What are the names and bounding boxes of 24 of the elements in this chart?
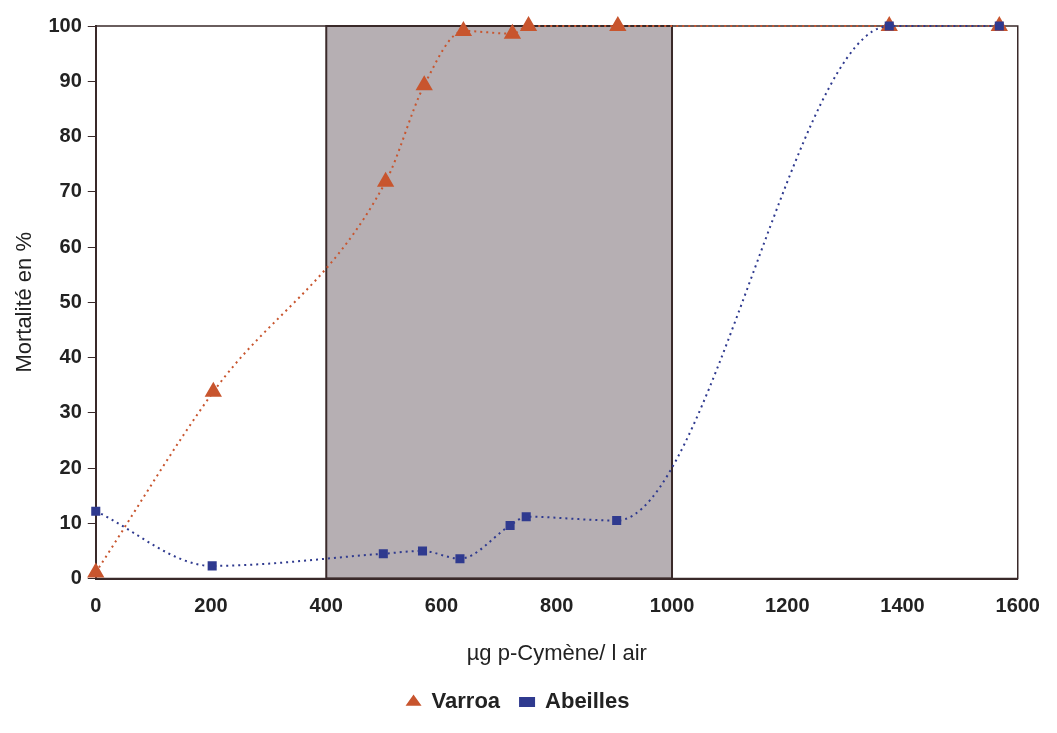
x-tick-label: 800	[540, 594, 574, 617]
y-tick-label: 30	[59, 400, 82, 423]
x-tick-label: 1000	[649, 594, 695, 617]
y-axis-title: Mortalité en %	[11, 231, 37, 373]
x-tick-label: 600	[424, 594, 459, 617]
y-tick-label: 60	[59, 234, 82, 257]
y-tick-label: 90	[59, 68, 82, 91]
y-tick-label: 0	[70, 566, 82, 589]
y-tick-label: 20	[59, 455, 82, 478]
x-tick-label: 1400	[880, 594, 925, 617]
x-tick-label: 200	[194, 594, 228, 617]
y-tick-label: 40	[59, 345, 82, 368]
x-tick-label: 1600	[995, 594, 1040, 617]
y-tick-label: 100	[48, 13, 82, 36]
y-tick-label: 10	[59, 510, 82, 533]
legend-label: Abeilles	[545, 688, 630, 714]
y-tick-label: 80	[59, 124, 82, 147]
legend-label: Varroa	[431, 688, 501, 714]
x-axis-title: µg p-Cymène/ l air	[466, 639, 647, 665]
y-tick-label: 50	[59, 289, 82, 312]
y-tick-label: 70	[59, 179, 82, 202]
x-tick-label: 1200	[765, 594, 810, 617]
x-tick-label: 400	[309, 594, 343, 617]
x-tick-label: 0	[90, 594, 102, 617]
